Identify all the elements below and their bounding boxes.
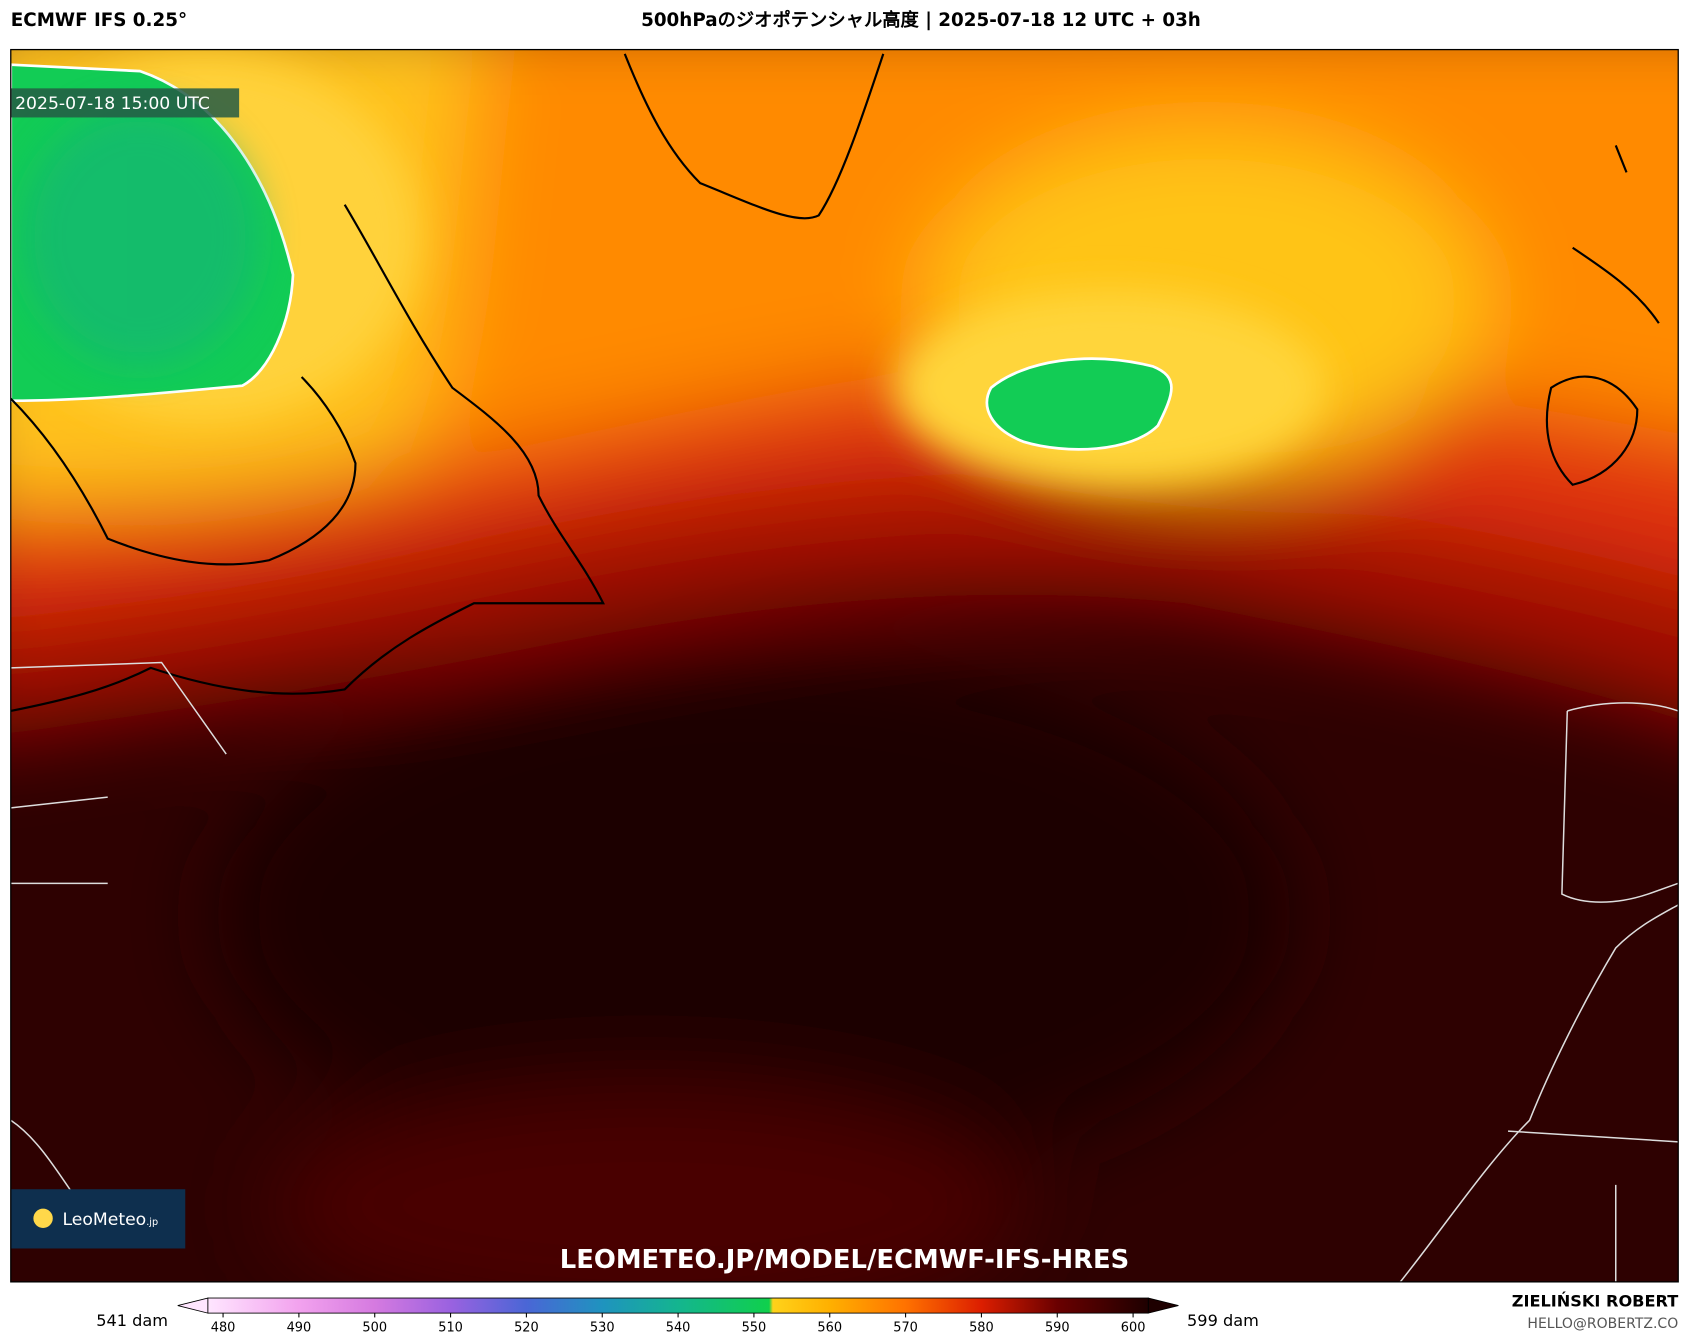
borders: [10, 661, 1679, 1282]
colorbar-tick-label: 550: [742, 1320, 767, 1335]
timestamp-box: [10, 88, 240, 118]
low-height-region: [985, 357, 1173, 451]
colorbar-tick-label: 570: [893, 1320, 918, 1335]
colorbar-tick-label: 590: [1045, 1320, 1070, 1335]
colorbar-extend-low: [177, 1297, 209, 1314]
colorbar-tick-label: 600: [1121, 1320, 1146, 1335]
low-height-core: [21, 107, 259, 367]
timestamp: 2025-07-18 15:00 UTC: [15, 94, 210, 114]
colorbar-bar: [207, 1297, 1149, 1314]
watermark: LEOMETEO.JP/MODEL/ECMWF-IFS-HRES: [560, 1245, 1130, 1275]
colorbar-tick-label: 580: [969, 1320, 994, 1335]
model-label: ECMWF IFS 0.25°: [11, 10, 187, 31]
colorbar-tick-label: 510: [438, 1320, 463, 1335]
logo-text: LeoMeteo.jp: [62, 1210, 158, 1230]
colorbar-tick-label: 540: [666, 1320, 691, 1335]
colorbar: 480 490 500 510 520 530 540 550 560 570 580 590 600: [177, 1297, 1179, 1335]
colorbar-tick-label: 490: [287, 1320, 312, 1335]
colorbar-tick-label: 480: [211, 1320, 236, 1335]
colorbar-extend-high: [1147, 1297, 1179, 1314]
colorbar-tick-label: 520: [514, 1320, 539, 1335]
colorbar-tick-label: 560: [817, 1320, 842, 1335]
map-frame: [10, 48, 1679, 1283]
email: HELLO@ROBERTZ.CO: [1527, 1316, 1678, 1332]
colorbar-min-label: 541 dam: [96, 1311, 168, 1330]
colorbar-max-label: 599 dam: [1187, 1311, 1259, 1330]
logo-sun: [33, 1208, 53, 1229]
colorbar-tick-label: 530: [590, 1320, 615, 1335]
author: ZIELIŃSKI ROBERT: [1512, 1292, 1678, 1311]
colorbar-tick-label: 500: [362, 1320, 387, 1335]
coastlines: [10, 53, 1660, 713]
map-title: 500hPaのジオポテンシャル高度 | 2025-07-18 12 UTC + …: [641, 9, 1201, 31]
